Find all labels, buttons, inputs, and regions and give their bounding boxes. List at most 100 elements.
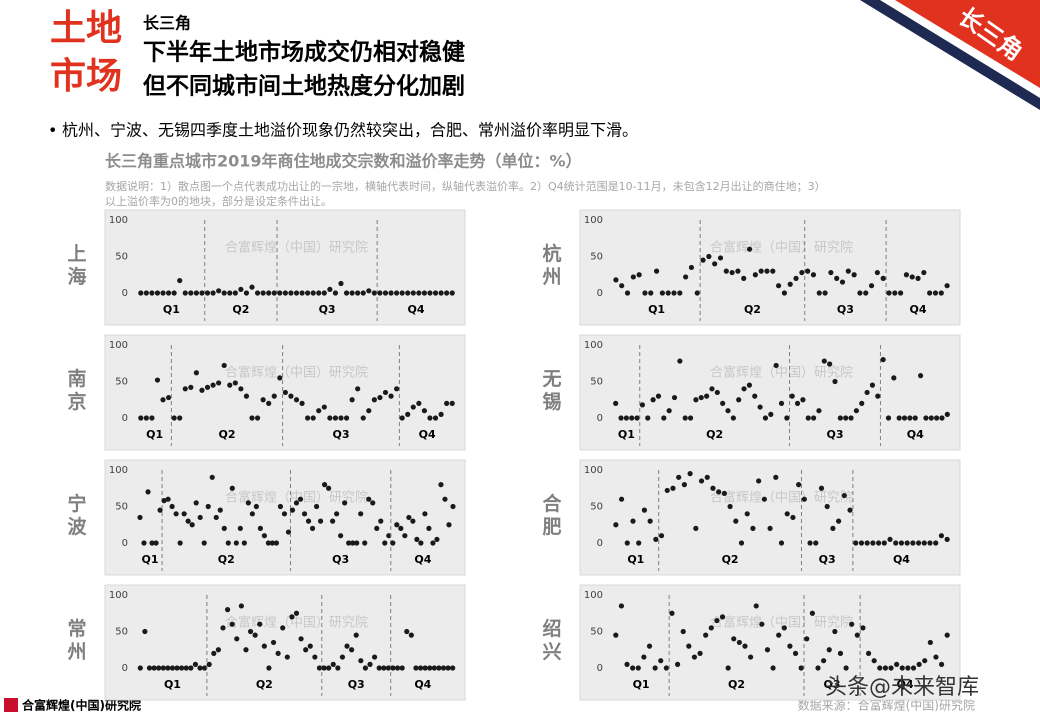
point	[399, 290, 405, 296]
point	[339, 654, 346, 660]
point	[293, 500, 300, 506]
point	[261, 643, 267, 649]
point	[206, 661, 212, 667]
y-tick-label: 50	[115, 377, 128, 388]
point	[778, 400, 785, 406]
point	[299, 290, 305, 296]
point	[388, 393, 394, 399]
y-tick-label: 100	[584, 590, 603, 601]
point	[305, 290, 311, 296]
point	[234, 636, 240, 642]
title: 但不同城市间土地热度分化加剧	[143, 73, 465, 100]
point	[719, 614, 726, 620]
city-label: 杭州	[540, 242, 562, 289]
point	[674, 661, 681, 667]
point	[160, 665, 166, 671]
point	[898, 540, 905, 546]
point	[377, 290, 383, 296]
point	[370, 500, 376, 506]
point	[671, 290, 677, 296]
point	[165, 496, 171, 502]
note: 数据说明：1）散点图一个点代表成功出让的一宗地，横轴代表时间，纵轴代表溢价率。2…	[105, 179, 826, 193]
point	[432, 415, 439, 421]
point	[137, 665, 143, 671]
x-tick-label: Q1	[648, 303, 665, 316]
point	[757, 404, 763, 410]
point	[273, 540, 280, 546]
point	[299, 400, 305, 406]
point	[346, 540, 352, 546]
x-tick-label: Q3	[319, 303, 336, 316]
point	[613, 400, 619, 406]
point	[899, 665, 905, 671]
point	[289, 507, 296, 513]
point	[177, 277, 183, 284]
point	[216, 380, 222, 386]
point	[431, 665, 437, 671]
point	[421, 290, 428, 296]
point	[790, 514, 796, 521]
x-tick-label: Q1	[146, 428, 163, 441]
point	[261, 533, 267, 539]
point	[671, 394, 678, 401]
point	[871, 658, 877, 664]
point	[430, 540, 436, 546]
point	[863, 290, 869, 296]
point	[405, 290, 411, 296]
point	[853, 408, 859, 414]
point	[843, 665, 849, 671]
point	[305, 518, 312, 524]
point	[932, 290, 939, 296]
point	[634, 415, 640, 421]
point	[738, 540, 745, 546]
point	[697, 650, 703, 657]
point	[927, 540, 933, 546]
point	[704, 474, 710, 480]
point	[687, 415, 694, 421]
point	[916, 661, 922, 667]
point	[720, 400, 726, 406]
city-label: 宁波	[65, 492, 87, 539]
point	[449, 400, 455, 406]
point	[229, 485, 235, 491]
point	[860, 625, 866, 631]
city-label: 南京	[65, 368, 87, 414]
point	[298, 636, 304, 642]
point	[199, 387, 205, 393]
point	[408, 632, 414, 638]
x-tick-label: Q4	[419, 428, 436, 441]
title: 下半年土地市场成交仍相对稳健	[143, 39, 465, 66]
point	[266, 400, 272, 406]
y-tick-label: 50	[590, 252, 603, 263]
point	[241, 540, 247, 546]
point	[371, 397, 377, 403]
point	[174, 665, 180, 671]
point	[344, 643, 350, 649]
point	[330, 518, 336, 524]
point	[658, 533, 665, 539]
point	[254, 415, 261, 421]
point	[307, 643, 313, 649]
point	[444, 290, 450, 296]
point	[374, 525, 380, 532]
y-tick-label: 0	[597, 288, 603, 299]
point	[366, 496, 372, 502]
point	[201, 540, 207, 546]
point	[282, 290, 288, 296]
point	[271, 393, 277, 399]
point	[915, 275, 921, 281]
point	[882, 665, 889, 671]
point	[316, 665, 323, 671]
city-label: 合肥	[540, 492, 562, 539]
point	[698, 394, 704, 401]
point	[193, 290, 199, 296]
point	[721, 490, 727, 496]
point	[335, 665, 341, 671]
point	[693, 525, 699, 532]
point	[818, 485, 825, 491]
point	[269, 540, 276, 546]
tag: 市场	[50, 56, 122, 97]
point	[653, 536, 659, 542]
point	[887, 536, 893, 542]
x-tick-label: Q4	[907, 428, 924, 441]
